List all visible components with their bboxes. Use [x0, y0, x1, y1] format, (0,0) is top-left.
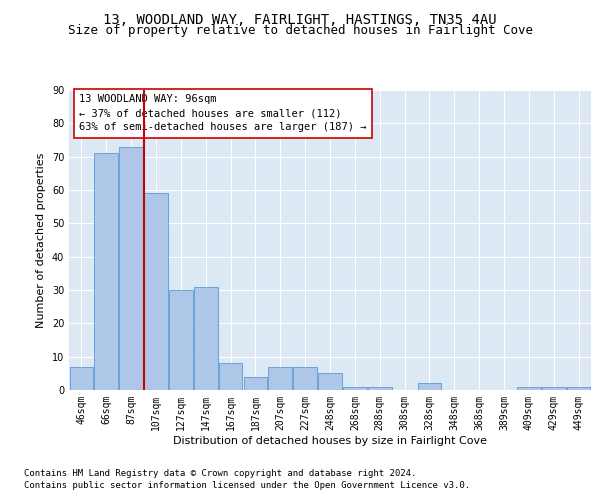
Bar [194, 286, 218, 390]
Bar [219, 364, 242, 390]
X-axis label: Distribution of detached houses by size in Fairlight Cove: Distribution of detached houses by size … [173, 436, 487, 446]
Bar [368, 386, 392, 390]
Y-axis label: Number of detached properties: Number of detached properties [36, 152, 46, 328]
Bar [517, 386, 541, 390]
Bar [94, 154, 118, 390]
Bar [144, 194, 168, 390]
Text: 13 WOODLAND WAY: 96sqm
← 37% of detached houses are smaller (112)
63% of semi-de: 13 WOODLAND WAY: 96sqm ← 37% of detached… [79, 94, 367, 132]
Bar [169, 290, 193, 390]
Bar [343, 386, 367, 390]
Bar [119, 146, 143, 390]
Bar [318, 374, 342, 390]
Bar [268, 366, 292, 390]
Text: Contains public sector information licensed under the Open Government Licence v3: Contains public sector information licen… [24, 481, 470, 490]
Bar [567, 386, 590, 390]
Text: Size of property relative to detached houses in Fairlight Cove: Size of property relative to detached ho… [67, 24, 533, 37]
Text: Contains HM Land Registry data © Crown copyright and database right 2024.: Contains HM Land Registry data © Crown c… [24, 468, 416, 477]
Text: 13, WOODLAND WAY, FAIRLIGHT, HASTINGS, TN35 4AU: 13, WOODLAND WAY, FAIRLIGHT, HASTINGS, T… [103, 12, 497, 26]
Bar [542, 386, 566, 390]
Bar [244, 376, 267, 390]
Bar [70, 366, 93, 390]
Bar [418, 384, 441, 390]
Bar [293, 366, 317, 390]
